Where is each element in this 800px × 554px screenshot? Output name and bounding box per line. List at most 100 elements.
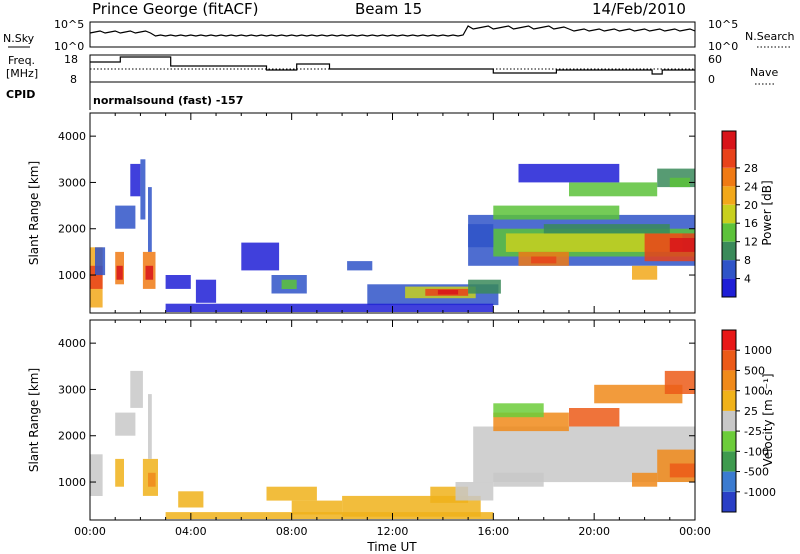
power-colorbar-swatch — [722, 131, 736, 150]
freq-panel: Freq. [MHz] 18 8 60 0 Nave — [6, 53, 778, 86]
velocity-cell — [455, 482, 494, 501]
velocity-colorbar-label: -25 — [744, 425, 762, 438]
power-cell — [632, 265, 658, 280]
power-ytick-label: 1000 — [58, 269, 86, 282]
power-cell — [95, 247, 106, 276]
power-colorbar-swatch — [722, 241, 736, 261]
power-cell — [347, 261, 373, 271]
velocity-cell — [115, 412, 136, 436]
freq-label-line1: Freq. — [8, 54, 35, 67]
power-ytick-label: 2000 — [58, 223, 86, 236]
freq-tick-low: 8 — [70, 73, 77, 86]
velocity-colorbar-swatch — [722, 330, 736, 351]
nsky-line — [89, 25, 696, 37]
power-colorbar-label: Power [dB] — [760, 180, 774, 245]
velocity-colorbar-frame — [721, 329, 737, 513]
power-cell — [468, 224, 494, 248]
beam-label: Beam 15 — [355, 0, 422, 18]
power-cell — [165, 275, 191, 289]
velocity-cell — [493, 472, 544, 487]
power-cell — [130, 163, 141, 197]
velocity-ytick-label: 4000 — [58, 337, 86, 350]
freq-label-line2: [MHz] — [6, 67, 38, 80]
power-cell — [493, 205, 620, 220]
velocity-cell — [178, 491, 204, 508]
xtick-label: 00:00 — [74, 525, 106, 538]
power-colorbar-label: 16 — [744, 217, 758, 230]
power-ylabel: Slant Range [km] — [27, 161, 41, 265]
power-cell — [165, 303, 494, 312]
power-cell — [669, 238, 695, 252]
velocity-colorbar-swatch — [722, 410, 736, 432]
velocity-colorbar-swatch — [722, 370, 736, 391]
velocity-cell — [632, 472, 658, 487]
power-colorbar-label: 20 — [744, 199, 758, 212]
velocity-colorbar-label: -100 — [744, 445, 769, 458]
power-cell — [145, 265, 154, 280]
power-cell — [195, 279, 217, 303]
velocity-cell — [493, 412, 569, 432]
power-panel: 1000 2000 3000 4000 Slant Range [km] 4 8 12 16… — [27, 112, 774, 314]
power-cell — [569, 182, 658, 197]
nsearch-tick-high: 10^5 — [708, 18, 738, 31]
power-cell — [437, 289, 459, 295]
power-cell — [531, 256, 557, 264]
power-cell — [505, 233, 683, 252]
velocity-colorbar-label: -500 — [744, 466, 769, 479]
power-colorbar-label: 24 — [744, 180, 758, 193]
velocity-cell — [148, 472, 156, 487]
cpid-panel: CPID normalsound (fast) -157 — [6, 82, 696, 110]
velocity-cell — [664, 370, 696, 394]
cpid-label: CPID — [6, 88, 35, 101]
velocity-colorbar-swatch — [722, 431, 736, 452]
power-cell — [241, 242, 280, 271]
xtick-label: 08:00 — [276, 525, 308, 538]
velocity-cell — [165, 512, 494, 519]
velocity-cell — [130, 370, 143, 408]
velocity-colorbar-label: 25 — [744, 405, 758, 418]
power-colorbar-swatch — [722, 186, 736, 205]
power-colorbar-label: 4 — [744, 273, 751, 286]
velocity-ytick-label: 3000 — [58, 383, 86, 396]
power-cell — [281, 279, 297, 289]
power-colorbar-label: 12 — [744, 236, 758, 249]
nave-label: Nave — [750, 66, 778, 79]
velocity-cell — [148, 394, 152, 459]
power-ytick-label: 3000 — [58, 176, 86, 189]
velocity-ylabel: Slant Range [km] — [27, 368, 41, 472]
power-cell — [115, 205, 136, 229]
velocity-colorbar-label: 1000 — [744, 344, 772, 357]
power-cell — [140, 159, 146, 220]
xtick-label: 12:00 — [377, 525, 409, 538]
power-colorbar-swatch — [722, 167, 736, 187]
cpid-text: normalsound (fast) -157 — [93, 94, 243, 107]
nsky-label: N.Sky — [3, 32, 35, 45]
velocity-colorbar-swatch — [722, 451, 736, 472]
nsky-tick-low: 10^0 — [54, 40, 84, 53]
power-colorbar-frame — [721, 130, 737, 298]
power-colorbar-label: 28 — [744, 162, 758, 175]
power-colorbar-swatch — [722, 278, 736, 297]
date-label: 14/Feb/2010 — [592, 0, 686, 18]
power-colorbar-swatch — [722, 260, 736, 279]
power-cell — [468, 279, 501, 294]
velocity-cell — [90, 454, 103, 496]
nsearch-label: N.Search — [745, 30, 795, 43]
velocity-panel: 1000 2000 3000 4000 Slant Range [km] 1000 50… — [27, 319, 776, 521]
power-cell — [518, 163, 620, 183]
power-ytick-label: 4000 — [58, 130, 86, 143]
xtick-label: 20:00 — [578, 525, 610, 538]
velocity-ytick-label: 2000 — [58, 430, 86, 443]
velocity-colorbar-label: Velocity [m s⁻¹] — [761, 373, 775, 466]
velocity-colorbar-label: -1000 — [744, 486, 776, 499]
nave-tick-low: 0 — [708, 73, 715, 86]
velocity-cell — [594, 384, 683, 404]
power-colorbar-swatch — [722, 149, 736, 168]
velocity-cell — [291, 500, 343, 515]
power-cell — [148, 187, 152, 252]
nsky-tick-high: 10^5 — [54, 18, 84, 31]
velocity-cell — [669, 463, 695, 478]
power-cell — [116, 265, 123, 280]
velocity-colorbar-swatch — [722, 390, 736, 411]
